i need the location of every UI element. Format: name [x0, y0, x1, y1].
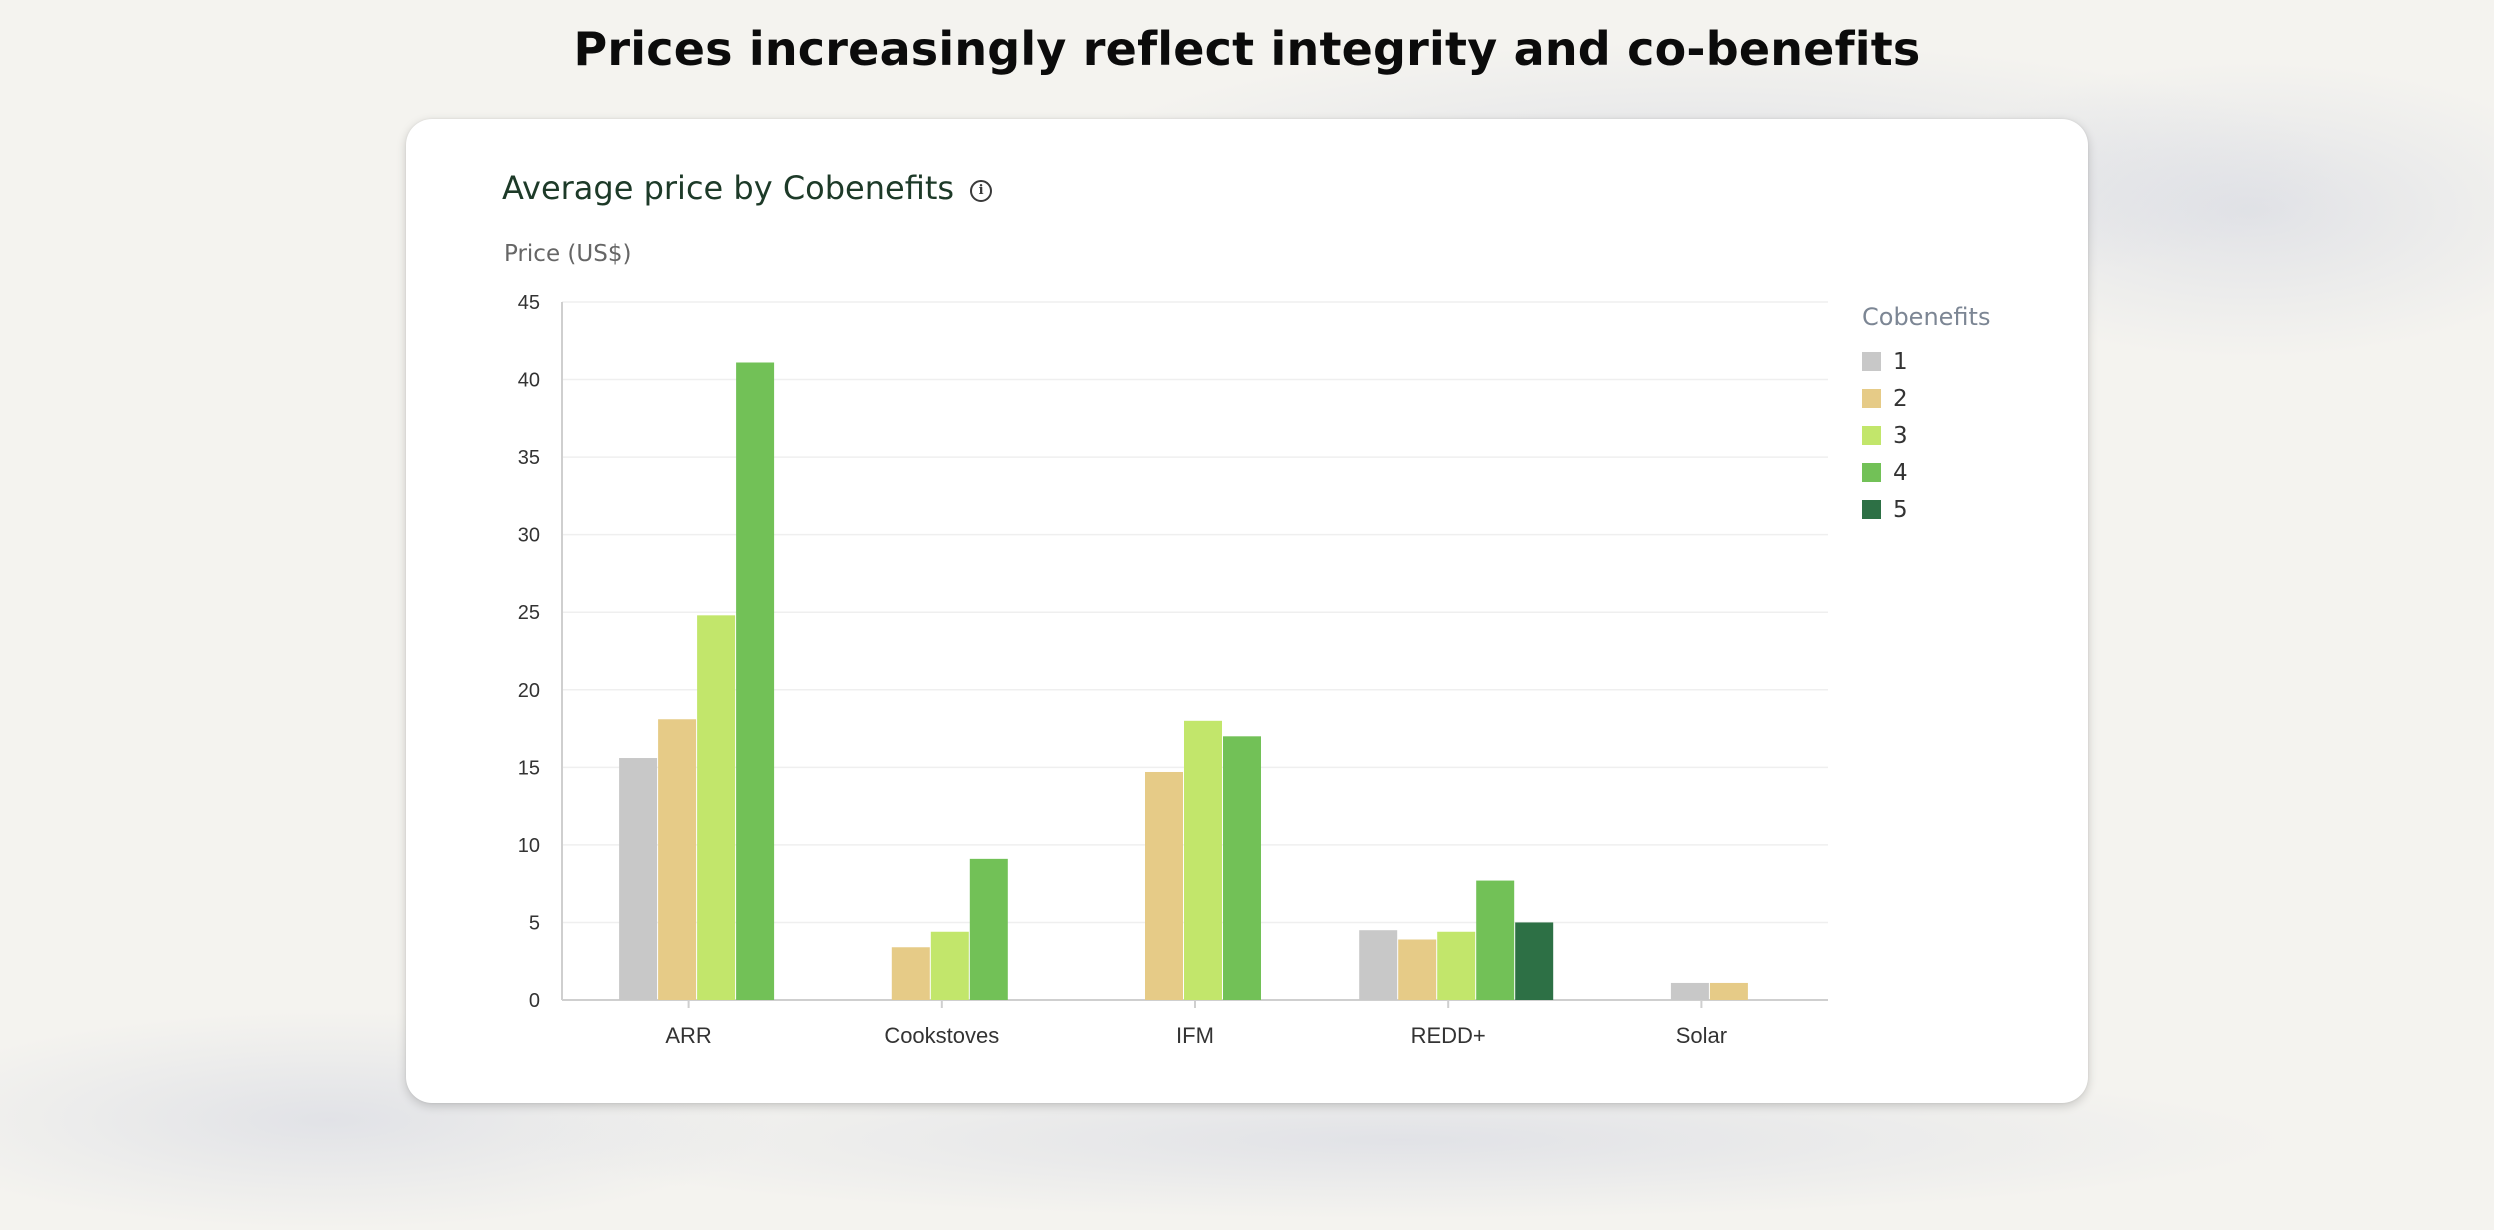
bar	[1670, 982, 1709, 1000]
legend-swatch	[1862, 426, 1881, 445]
bar	[891, 947, 930, 1000]
bar	[930, 931, 969, 1000]
legend: Cobenefits 1 2 3 4 5	[1862, 303, 1990, 528]
bar	[1223, 736, 1261, 1000]
x-tick-label: Cookstoves	[884, 1023, 999, 1048]
bar	[969, 858, 1008, 1000]
legend-item[interactable]: 3	[1862, 417, 1990, 454]
y-tick-label: 40	[518, 370, 540, 392]
legend-swatch	[1862, 352, 1881, 371]
y-tick-label: 15	[518, 757, 540, 779]
bar	[697, 615, 736, 1000]
bar	[1437, 931, 1476, 1000]
legend-label: 4	[1893, 459, 1908, 486]
bar	[1184, 720, 1222, 1000]
legend-label: 3	[1893, 422, 1908, 449]
bar	[1515, 922, 1554, 1000]
y-tick-label: 25	[518, 602, 540, 624]
legend-swatch	[1862, 500, 1881, 519]
legend-item[interactable]: 2	[1862, 380, 1990, 417]
y-tick-label: 0	[529, 990, 540, 1012]
x-tick-label: REDD+	[1411, 1023, 1486, 1048]
bar	[1145, 771, 1183, 1000]
legend-label: 1	[1893, 348, 1908, 375]
legend-item[interactable]: 5	[1862, 491, 1990, 528]
chart-title: Average price by Cobenefits	[502, 169, 955, 207]
x-tick-label: ARR	[665, 1023, 711, 1048]
y-tick-label: 45	[518, 292, 540, 314]
info-icon[interactable]: i	[970, 180, 993, 202]
bar	[658, 719, 697, 1000]
bar	[1709, 982, 1748, 1000]
legend-label: 2	[1893, 385, 1908, 412]
y-tick-label: 20	[518, 680, 540, 702]
y-tick-label: 10	[518, 835, 540, 857]
y-tick-label: 30	[518, 525, 540, 547]
bar	[1359, 930, 1398, 1000]
page-headline: Prices increasingly reflect integrity an…	[573, 22, 1921, 76]
bar	[1398, 939, 1437, 1000]
y-tick-label: 35	[518, 447, 540, 469]
chart-card: Average price by Cobenefits i Price (US$…	[406, 119, 2088, 1103]
bar	[619, 758, 658, 1000]
bar-chart: 0 5 10 15 20 25 30 35 40 45 ARR Cookstoves IFM REDD+ S…	[518, 292, 1828, 1048]
legend-swatch	[1862, 463, 1881, 482]
y-tick-label: 5	[529, 912, 540, 934]
bar	[1476, 880, 1515, 1000]
x-tick-label: Solar	[1676, 1023, 1727, 1048]
y-axis-label: Price (US$)	[504, 241, 632, 267]
legend-swatch	[1862, 389, 1881, 408]
legend-item[interactable]: 4	[1862, 454, 1990, 491]
bar	[736, 362, 775, 1000]
legend-label: 5	[1893, 496, 1908, 523]
legend-title: Cobenefits	[1862, 303, 1991, 331]
legend-item[interactable]: 1	[1862, 343, 1990, 380]
chart-title-row: Average price by Cobenefits i	[502, 169, 993, 207]
x-tick-label: IFM	[1176, 1023, 1214, 1048]
